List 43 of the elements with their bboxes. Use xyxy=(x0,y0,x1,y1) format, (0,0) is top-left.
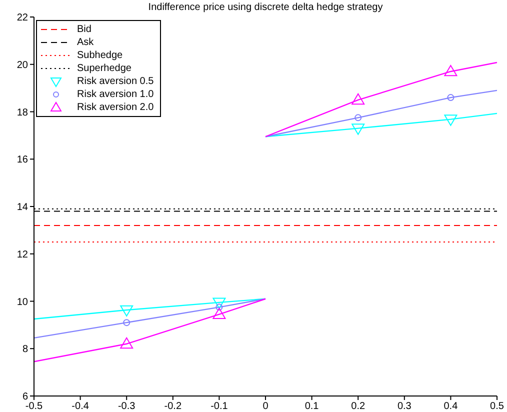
y-tick-label: 16 xyxy=(16,154,28,166)
x-tick-label: 0.3 xyxy=(397,401,412,412)
legend-label: Risk aversion 2.0 xyxy=(77,102,154,113)
legend-label: Ask xyxy=(77,37,94,48)
y-tick-label: 18 xyxy=(16,107,28,118)
point xyxy=(354,114,362,122)
legend-label: Risk aversion 1.0 xyxy=(77,89,154,100)
line-series xyxy=(264,62,497,138)
point xyxy=(212,298,226,309)
legend-label: Risk aversion 0.5 xyxy=(77,76,154,87)
point xyxy=(212,308,226,319)
x-tick-label: 0.2 xyxy=(351,401,366,412)
chart-title: Indifference price using discrete delta hedge strategy xyxy=(147,2,384,13)
point xyxy=(120,337,134,349)
line-series xyxy=(34,298,266,362)
x-tick-label: -0.1 xyxy=(210,401,228,412)
legend-label: Superhedge xyxy=(77,63,132,74)
x-tick-label: -0.5 xyxy=(25,401,44,412)
x-tick-label: 0.4 xyxy=(444,401,458,412)
point xyxy=(444,64,458,76)
y-tick-label: 12 xyxy=(16,249,28,260)
point xyxy=(444,114,458,126)
x-tick-label: 0 xyxy=(262,401,269,412)
point xyxy=(120,305,134,317)
y-tick-label: 10 xyxy=(16,296,28,308)
point xyxy=(352,93,365,105)
legend-label: Bid xyxy=(77,24,92,35)
y-tick-label: 14 xyxy=(16,202,28,214)
x-tick-label: 0.1 xyxy=(304,401,320,412)
y-tick-label: 20 xyxy=(16,60,28,71)
y-tick-label: 6 xyxy=(22,392,28,403)
x-tick-label: -0.3 xyxy=(118,401,136,412)
line-series xyxy=(34,298,266,339)
x-tick-label: -0.4 xyxy=(72,401,90,412)
legend-label: Subhedge xyxy=(77,50,123,61)
x-tick-label: -0.2 xyxy=(164,401,182,412)
point xyxy=(123,319,130,326)
y-tick-label: 8 xyxy=(22,344,28,356)
line-series xyxy=(264,90,497,138)
x-tick-label: 0.5 xyxy=(490,401,504,412)
point xyxy=(352,124,365,135)
point xyxy=(447,94,454,102)
y-tick-label: 22 xyxy=(16,12,28,24)
